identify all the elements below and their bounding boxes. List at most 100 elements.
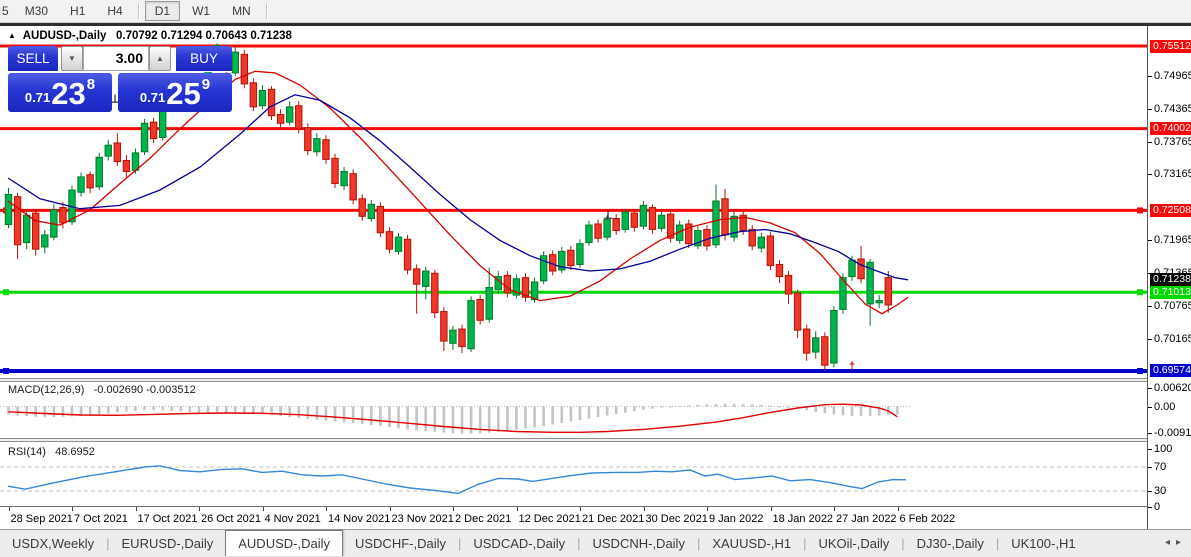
- symbol-tab-usdcad[interactable]: USDCAD-,Daily: [473, 535, 566, 551]
- volume-increase-button[interactable]: ▲: [149, 46, 171, 71]
- pane-splitter[interactable]: [0, 378, 1191, 382]
- macd-axis-label: 0.006201: [1154, 382, 1191, 395]
- candle-body: [848, 259, 856, 278]
- sell-button[interactable]: SELL: [8, 46, 58, 72]
- symbol-tab-xauusd[interactable]: XAUUSD-,H1: [712, 535, 792, 551]
- candle-body: [349, 173, 357, 201]
- macd-histogram-bar: [778, 406, 781, 408]
- candle-body: [267, 88, 276, 117]
- buy-button[interactable]: BUY: [176, 46, 232, 72]
- candle-body: [104, 144, 112, 157]
- symbol-tab-usdcnh[interactable]: USDCNH-,Daily: [592, 535, 685, 551]
- macd-histogram-bar: [315, 406, 319, 420]
- buy-price-prefix: 0.71: [139, 90, 166, 105]
- candle-body: [558, 250, 566, 271]
- line-handle[interactable]: [1137, 289, 1143, 296]
- macd-histogram-bar: [161, 406, 164, 411]
- macd-histogram-bar: [415, 406, 418, 431]
- macd-histogram-bar: [850, 406, 854, 416]
- macd-histogram-bar: [143, 406, 146, 411]
- sell-price-box[interactable]: 0.71 23 8: [8, 73, 112, 112]
- macd-histogram-bar: [741, 404, 745, 407]
- line-handle[interactable]: [3, 367, 9, 374]
- date-axis-label: 17 Oct 2021: [137, 513, 198, 525]
- tab-scroll-right-icon[interactable]: ▸: [1175, 537, 1187, 548]
- symbol-tab-ukoil[interactable]: UKOil-,Daily: [818, 535, 890, 551]
- chart-object-marker[interactable]: ⊥: [110, 93, 120, 105]
- volume-decrease-button[interactable]: ▼: [61, 46, 83, 71]
- symbol-tab-usdx[interactable]: USDX,Weekly: [12, 535, 95, 551]
- macd-histogram-bar: [261, 406, 264, 415]
- symbol-tab-dj30[interactable]: DJ30-,Daily: [916, 535, 984, 551]
- rsi-chart[interactable]: [0, 443, 1147, 506]
- line-handle[interactable]: [1137, 207, 1143, 214]
- chart-object-marker[interactable]: ⊥: [603, 210, 613, 222]
- line-handle[interactable]: [3, 289, 9, 296]
- macd-histogram-bar: [859, 406, 863, 417]
- candle-body: [775, 263, 784, 278]
- macd-histogram-bar: [515, 406, 518, 430]
- price-tag: 0.71013: [1150, 285, 1191, 299]
- macd-histogram-bar: [605, 406, 609, 416]
- symbol-tab-usdchf[interactable]: USDCHF-,Daily: [354, 535, 446, 551]
- price-tag: 0.72508: [1150, 203, 1191, 217]
- chart-object-marker[interactable]: †: [849, 361, 855, 373]
- timeframe-button-d1[interactable]: D1: [144, 1, 181, 21]
- macd-histogram-bar: [805, 406, 808, 411]
- axis-tick: [1148, 75, 1152, 77]
- timeframe-button-m30[interactable]: M30: [24, 4, 49, 18]
- candle-body: [258, 89, 267, 107]
- macd-pane[interactable]: [0, 382, 1147, 438]
- date-tick: [199, 507, 200, 511]
- date-axis-border: [0, 529, 1191, 530]
- macd-axis-label: 0.00: [1154, 400, 1176, 413]
- macd-chart[interactable]: [0, 382, 1147, 438]
- macd-histogram-bar: [660, 406, 663, 408]
- tab-scroll-arrows[interactable]: ◂▸: [1165, 537, 1187, 548]
- rsi-line: [7, 465, 907, 495]
- macd-histogram-bar: [88, 406, 92, 416]
- rsi-axis-label: 100: [1154, 443, 1173, 455]
- pane-splitter[interactable]: [0, 438, 1191, 442]
- timeframe-button-m5-partial[interactable]: 5: [2, 4, 9, 18]
- timeframe-button-h1[interactable]: H1: [70, 4, 86, 18]
- candle-body: [530, 281, 539, 301]
- macd-histogram-bar: [79, 406, 83, 416]
- collapse-icon[interactable]: ▲: [8, 31, 16, 40]
- symbol-tab-eurusd[interactable]: EURUSD-,Daily: [121, 535, 214, 551]
- price-axis[interactable]: 0.749650.743650.737650.731650.719650.713…: [1148, 26, 1191, 530]
- symbol-tab-uk100[interactable]: UK100-,H1: [1011, 535, 1076, 551]
- rsi-pane[interactable]: [0, 443, 1147, 506]
- candle-body: [340, 170, 348, 187]
- macd-histogram-bar: [760, 405, 763, 407]
- candle-body: [884, 277, 892, 306]
- macd-histogram-bar: [696, 404, 700, 407]
- timeframe-button-h4[interactable]: H4: [107, 4, 123, 18]
- symbol-tab-audusd[interactable]: AUDUSD-,Daily: [225, 529, 343, 556]
- macd-histogram-bar: [43, 406, 47, 418]
- macd-histogram-bar: [651, 406, 654, 409]
- buy-price-box[interactable]: 0.71 25 9: [118, 73, 232, 112]
- date-tick: [580, 507, 581, 511]
- price-axis-label: 0.73765: [1154, 135, 1191, 148]
- macd-histogram-bar: [478, 406, 482, 434]
- candle-body: [249, 82, 258, 108]
- candle-body: [422, 270, 430, 287]
- tab-scroll-left-icon[interactable]: ◂: [1164, 537, 1176, 548]
- date-axis-label: 27 Jan 2022: [836, 513, 897, 525]
- candlestick-chart[interactable]: ⊥+▪⊥†: [0, 26, 1147, 378]
- macd-histogram-bar: [832, 406, 836, 415]
- date-tick: [897, 507, 899, 511]
- macd-histogram-bar: [841, 406, 845, 416]
- candle-body: [812, 337, 820, 353]
- line-handle[interactable]: [1137, 367, 1143, 374]
- timeframe-button-w1[interactable]: W1: [192, 4, 211, 18]
- candle-body: [276, 114, 285, 124]
- timeframe-button-mn[interactable]: MN: [232, 4, 251, 18]
- candle-body: [866, 261, 874, 305]
- moving-average-line: [7, 70, 909, 315]
- sell-price-pip: 8: [86, 76, 96, 93]
- date-axis[interactable]: 28 Sep 2021 7 Oct 2021 17 Oct 2021 26 Oct 2…: [0, 506, 1147, 531]
- volume-input[interactable]: 3.00: [83, 46, 149, 71]
